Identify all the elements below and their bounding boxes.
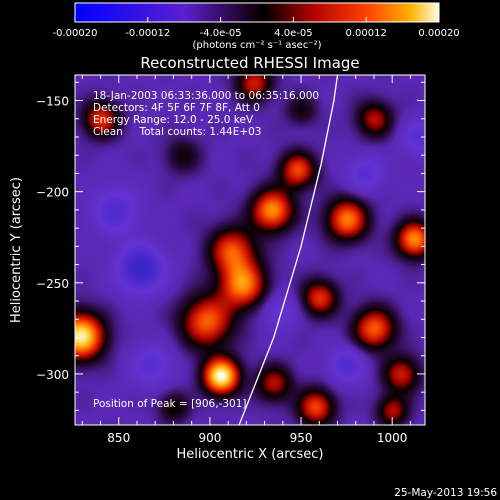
x-tick-label: 950 [290,431,313,445]
x-tick-label: 900 [198,431,221,445]
x-tick-label: 1000 [377,431,408,445]
solar-limb-line [238,75,339,425]
plot-frame [74,74,426,426]
x-axis-label: Heliocentric X (arcsec) [177,447,324,462]
y-tick-label: −300 [36,368,69,382]
annotation-clean: Clean Total counts: 1.44E+03 [93,126,262,138]
y-axis-label: Heliocentric Y (arcsec) [9,177,24,323]
peak-position-label: Position of Peak = [906,-301] [93,398,247,410]
footer-timestamp: 25-May-2013 19:56 [394,487,497,499]
annotation-detectors: Detectors: 4F 5F 6F 7F 8F, Att 0 [93,102,260,114]
colorbar-tick-label: -0.00012 [125,28,170,39]
annotation-block: 18-Jan-2003 06:33:36.000 to 06:35:16.000… [93,90,319,138]
annotation-time: 18-Jan-2003 06:33:36.000 to 06:35:16.000 [93,90,319,102]
heatmap-image [75,75,425,425]
colorbar-gradient [74,2,440,23]
plot-area [75,75,425,425]
colorbar-tick-label: 4.0e-05 [274,28,312,39]
y-tick-label: −150 [36,95,69,109]
chart-title: Reconstructed RHESSI Image [140,54,359,72]
y-axis: −150 −200 −250 −300 [36,81,425,411]
y-tick-label: −200 [36,186,69,200]
colorbar-unit-label: (photons cm⁻² s⁻¹ asec⁻²) [192,40,321,51]
colorbar-tick-label: 0.00020 [418,28,459,39]
colorbar-tick-label: -0.00020 [53,28,98,39]
annotation-energy: Energy Range: 12.0 - 25.0 keV [93,114,254,126]
y-tick-label: −250 [36,277,69,291]
x-tick-label: 850 [107,431,130,445]
colorbar-tick-label: 0.00012 [346,28,387,39]
x-axis: 850 900 950 1000 [81,75,411,445]
colorbar: -0.00020 -0.00012 -4.0e-05 4.0e-05 0.00012 0.… [53,2,460,51]
colorbar-tick-label: -4.0e-05 [200,28,242,39]
